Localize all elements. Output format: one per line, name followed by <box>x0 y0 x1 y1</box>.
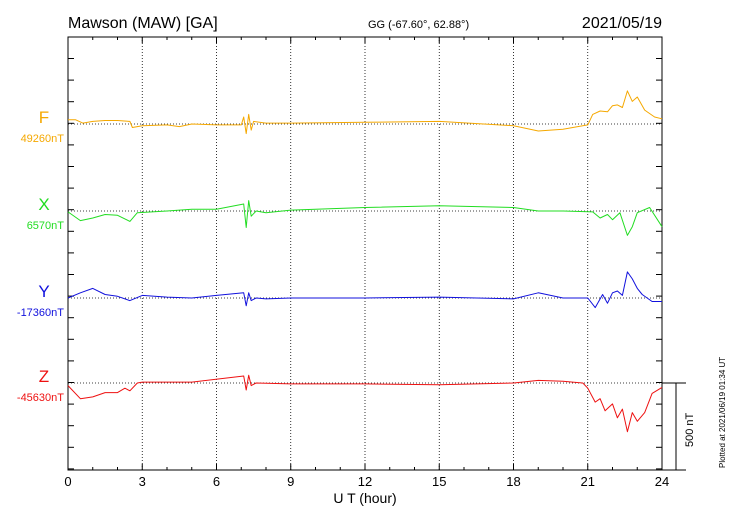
x-tick-label: 15 <box>432 474 446 489</box>
series-name-X: X <box>38 195 49 214</box>
series-baseline-value: -45630nT <box>17 392 64 404</box>
x-axis-title: U T (hour) <box>333 490 396 506</box>
x-tick-label: 12 <box>358 474 372 489</box>
x-tick-labels: 0 3 6 9 12 15 18 21 24 <box>64 474 669 489</box>
scale-bar-label: 500 nT <box>684 412 696 447</box>
x-tick-label: 21 <box>581 474 595 489</box>
x-tick-label: 9 <box>287 474 294 489</box>
x-tick-label: 0 <box>64 474 71 489</box>
x-tick-label: 3 <box>139 474 146 489</box>
series-baseline-value: 49260nT <box>21 133 65 145</box>
series-lines <box>67 90 663 433</box>
series-baseline-value: -17360nT <box>17 307 64 319</box>
vertical-gridlines <box>141 37 589 470</box>
axis-ticks <box>67 37 663 470</box>
series-line-Z <box>67 374 663 433</box>
x-tick-label: 18 <box>506 474 520 489</box>
series-labels: F 49260nT X 6570nT Y -17360nT Z -45630nT <box>17 108 64 404</box>
station-title: Mawson (MAW) [GA] <box>68 15 218 32</box>
chart-date: 2021/05/19 <box>582 15 662 32</box>
plot-timestamp-note: Plotted at 2021/06/19 01:34 UT <box>718 357 727 468</box>
series-name-Y: Y <box>38 282 49 301</box>
x-tick-label: 24 <box>655 474 669 489</box>
series-baseline-value: 6570nT <box>27 220 65 232</box>
series-line-X <box>67 200 663 236</box>
series-name-Z: Z <box>39 367 49 386</box>
x-tick-label: 6 <box>213 474 220 489</box>
series-name-F: F <box>39 108 49 127</box>
station-coordinates: GG (-67.60°, 62.88°) <box>368 19 469 31</box>
series-line-F <box>68 90 663 135</box>
scale-bar: 500 nT <box>662 382 696 471</box>
series-line-Y <box>67 271 662 309</box>
